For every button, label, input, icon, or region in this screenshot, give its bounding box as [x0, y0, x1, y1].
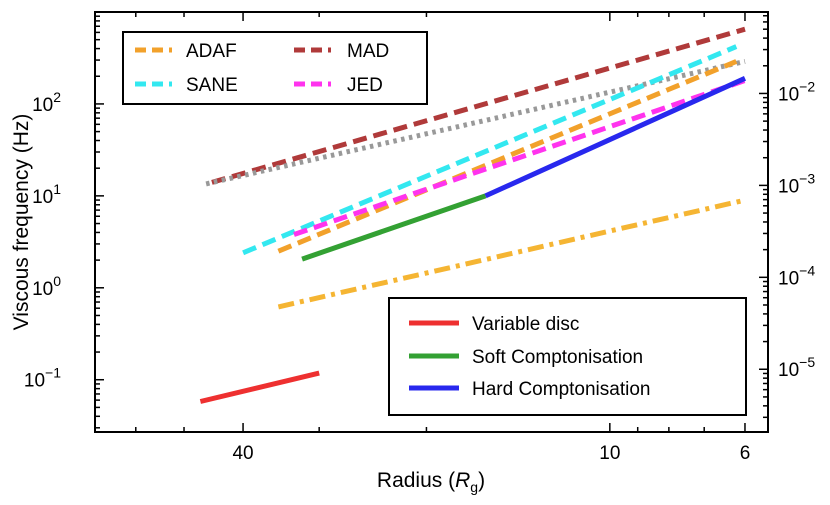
x-axis-title-close: ) — [478, 469, 485, 492]
legend-label-hard-comptonisation: Hard Comptonisation — [472, 379, 650, 400]
series-line-mad — [211, 26, 746, 185]
y-axis-title: Viscous frequency (Hz) — [10, 114, 33, 331]
y-tick-label: 102 — [32, 89, 61, 116]
legend-label-sane: SANE — [186, 75, 238, 96]
x-axis-title: Radius (Rg) — [377, 469, 485, 495]
y2-tick-label: 10−4 — [778, 262, 815, 289]
legend-label-soft-comptonisation: Soft Comptonisation — [472, 347, 643, 368]
legend-label-jed: JED — [347, 75, 383, 96]
series-line-sane — [242, 44, 738, 256]
y-tick-label-base: 10 — [32, 187, 53, 208]
y2-tick-label-exponent: −3 — [799, 170, 815, 186]
y2-tick-label-base: 10 — [778, 268, 799, 289]
y-tick-label: 100 — [32, 273, 61, 300]
x-axis-title-text: Radius ( — [377, 469, 455, 492]
series-line-jed — [293, 78, 746, 237]
legend-bottom: Variable disc Soft Comptonisation Hard C… — [388, 297, 747, 416]
y-tick-label-exponent: 1 — [53, 181, 61, 197]
y-tick-label: 10−1 — [24, 365, 61, 392]
x-tick-label: 40 — [232, 443, 253, 464]
y2-tick-label-exponent: −2 — [799, 78, 815, 94]
series-line-variable-disc — [199, 370, 320, 404]
y2-tick-label-base: 10 — [778, 176, 799, 197]
y-tick-label: 101 — [32, 181, 61, 208]
legend-label-variable-disc: Variable disc — [472, 314, 579, 335]
series-layer — [199, 26, 747, 404]
legend-label-mad: MAD — [347, 41, 389, 62]
y-tick-label-base: 10 — [32, 279, 53, 300]
y-tick-label-base: 10 — [24, 371, 45, 392]
y-tick-label-exponent: 2 — [53, 89, 61, 105]
legend-label-adaf: ADAF — [186, 41, 237, 62]
y2-tick-label-base: 10 — [778, 84, 799, 105]
x-axis-title-subscript: g — [470, 479, 478, 495]
x-axis-title-symbol: R — [455, 469, 470, 492]
y2-tick-label: 10−5 — [778, 354, 815, 381]
x-tick-label: 6 — [740, 443, 751, 464]
y2-tick-label: 10−3 — [778, 170, 815, 197]
y2-tick-label-exponent: −4 — [799, 262, 815, 278]
y2-tick-label-base: 10 — [778, 360, 799, 381]
legend-top-box — [122, 31, 428, 105]
y-tick-label-base: 10 — [32, 95, 53, 116]
y2-tick-label: 10−2 — [778, 78, 815, 105]
y-tick-label-exponent: −1 — [45, 365, 61, 381]
legend-top: ADAF MAD SANE JED — [122, 31, 428, 105]
series-line-adaf-dash-dot — [277, 197, 746, 310]
y-tick-label-exponent: 0 — [53, 273, 61, 289]
series-line-soft-comptonisation — [301, 193, 487, 262]
y2-tick-label-exponent: −5 — [799, 354, 815, 370]
x-tick-label: 10 — [599, 443, 620, 464]
series-line-hard-comptonisation — [484, 76, 747, 199]
